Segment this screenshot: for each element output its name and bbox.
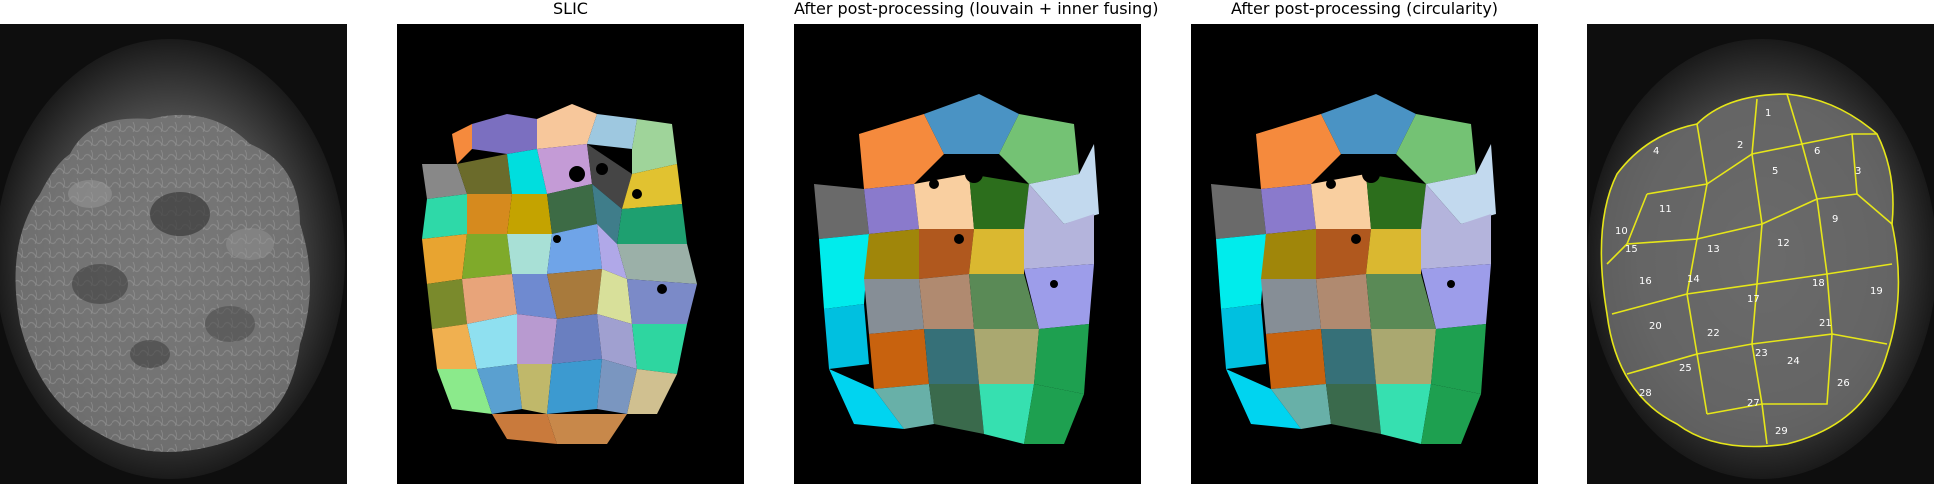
segment-label: 24 bbox=[1787, 356, 1800, 367]
panel-circularity: After post-processing (circularity) bbox=[1191, 0, 1538, 484]
louvain-svg bbox=[794, 24, 1141, 484]
slic-segmentation-image bbox=[397, 24, 744, 484]
louvain-regions bbox=[814, 94, 1099, 444]
raw-grayscale-image bbox=[0, 24, 347, 484]
overlay-organoid-shape bbox=[1601, 94, 1899, 447]
panel-title: After post-processing (circularity) bbox=[1230, 0, 1499, 18]
segment-label: 28 bbox=[1639, 388, 1652, 399]
panel-raw-image bbox=[0, 0, 347, 484]
segment-label: 12 bbox=[1777, 238, 1790, 249]
segment-label: 14 bbox=[1687, 274, 1700, 285]
segment-label: 5 bbox=[1772, 166, 1778, 177]
raw-grayscale-svg bbox=[0, 24, 347, 484]
segment-label: 2 bbox=[1737, 140, 1743, 151]
slic-svg bbox=[397, 24, 744, 484]
segment-label: 18 bbox=[1812, 278, 1825, 289]
segment-label: 13 bbox=[1707, 244, 1720, 255]
segment-label: 20 bbox=[1649, 321, 1662, 332]
circularity-regions bbox=[1211, 94, 1496, 444]
segment-label: 15 bbox=[1625, 244, 1638, 255]
segment-label: 27 bbox=[1747, 398, 1760, 409]
slic-superpixels bbox=[422, 104, 697, 444]
panel-louvain: After post-processing (louvain + inner f… bbox=[794, 0, 1159, 484]
segment-label: 11 bbox=[1659, 204, 1672, 215]
segment-label: 16 bbox=[1639, 276, 1652, 287]
segment-label: 29 bbox=[1775, 426, 1788, 437]
segment-label: 22 bbox=[1707, 328, 1720, 339]
segment-label: 1 bbox=[1765, 108, 1771, 119]
overlay-segment-labels: 1 2 3 4 5 6 9 10 11 12 13 14 15 16 17 18… bbox=[1615, 108, 1883, 437]
louvain-segmentation-image bbox=[794, 24, 1141, 484]
overlay-svg: 1 2 3 4 5 6 9 10 11 12 13 14 15 16 17 18… bbox=[1587, 24, 1934, 484]
segment-label: 26 bbox=[1837, 378, 1850, 389]
segment-label: 21 bbox=[1819, 318, 1832, 329]
segment-label: 3 bbox=[1855, 166, 1861, 177]
segment-label: 6 bbox=[1814, 146, 1820, 157]
circularity-segmentation-image bbox=[1191, 24, 1538, 484]
segment-label: 9 bbox=[1832, 214, 1838, 225]
segment-label: 17 bbox=[1747, 294, 1760, 305]
overlay-contours bbox=[1600, 93, 1900, 448]
overlay-contour-image: 1 2 3 4 5 6 9 10 11 12 13 14 15 16 17 18… bbox=[1587, 24, 1934, 484]
segment-label: 23 bbox=[1755, 348, 1768, 359]
segment-label: 25 bbox=[1679, 363, 1692, 374]
segment-label: 19 bbox=[1870, 286, 1883, 297]
panel-title: After post-processing (louvain + inner f… bbox=[794, 0, 1159, 18]
panel-slic: SLIC bbox=[397, 0, 744, 484]
segment-label: 4 bbox=[1653, 146, 1659, 157]
segment-label: 10 bbox=[1615, 226, 1628, 237]
panel-title: SLIC bbox=[553, 0, 588, 18]
circularity-svg bbox=[1191, 24, 1538, 484]
panel-overlay: 1 2 3 4 5 6 9 10 11 12 13 14 15 16 17 18… bbox=[1587, 0, 1934, 484]
